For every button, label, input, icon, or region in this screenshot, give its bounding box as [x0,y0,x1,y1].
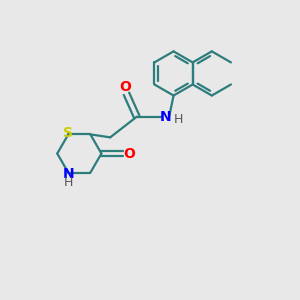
Text: S: S [63,126,73,140]
Text: H: H [64,176,73,190]
Text: H: H [174,112,183,126]
Text: N: N [160,110,171,124]
Text: N: N [62,167,74,181]
Text: O: O [119,80,131,94]
Text: O: O [123,146,135,161]
